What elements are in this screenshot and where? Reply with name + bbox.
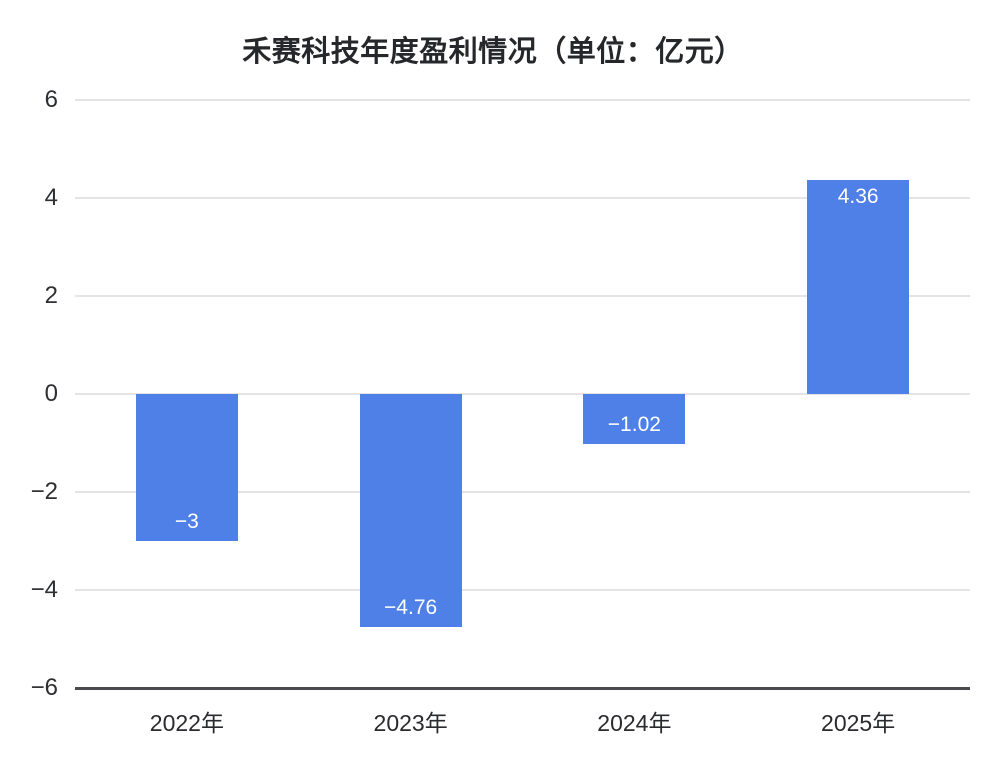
bar-2022年 bbox=[135, 394, 238, 541]
y-axis-tick-label: −2 bbox=[30, 478, 58, 505]
y-axis-tick-label: −4 bbox=[30, 576, 58, 603]
bar-value-label: −3 bbox=[174, 510, 199, 533]
gridline-y--4 bbox=[75, 589, 970, 591]
chart-title: 禾赛科技年度盈利情况（单位：亿元） bbox=[242, 36, 744, 68]
bar-value-label: 4.36 bbox=[837, 185, 879, 209]
plot-area: −3 −4.76 −1.02 4.36 bbox=[75, 99, 970, 690]
y-axis-tick-label: 4 bbox=[44, 184, 58, 211]
x-axis-tick-label: 2022年 bbox=[149, 710, 224, 736]
bar-value-label: −4.76 bbox=[384, 596, 438, 620]
y-axis-tick-label: 6 bbox=[44, 86, 58, 113]
y-axis-tick-label: 2 bbox=[44, 282, 58, 309]
bar-value-label: −1.02 bbox=[607, 412, 661, 436]
gridline-y-6 bbox=[75, 99, 970, 101]
bar-2023年 bbox=[359, 394, 462, 628]
y-axis-tick-label: −6 bbox=[30, 674, 58, 701]
gridline-y-2 bbox=[75, 295, 970, 297]
x-axis-tick-label: 2024年 bbox=[597, 710, 672, 736]
x-axis-line bbox=[75, 686, 970, 690]
bar-2025年 bbox=[807, 180, 910, 394]
bar-2024年 bbox=[583, 394, 686, 444]
x-axis-tick-label: 2025年 bbox=[821, 710, 896, 736]
gridline-y--2 bbox=[75, 491, 970, 493]
gridline-y-4 bbox=[75, 197, 970, 199]
y-axis-tick-label: 0 bbox=[44, 380, 58, 407]
x-axis-tick-label: 2023年 bbox=[373, 710, 448, 736]
gridline-y-0 bbox=[75, 393, 970, 395]
